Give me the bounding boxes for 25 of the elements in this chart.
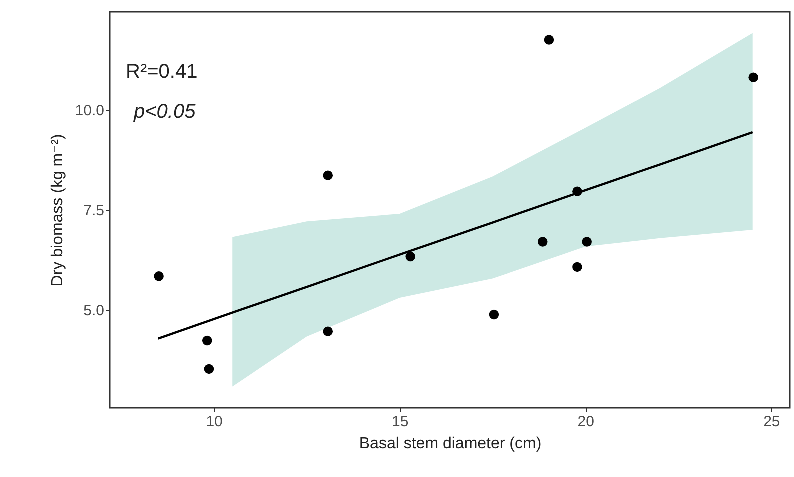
point [323, 326, 333, 336]
point [538, 237, 548, 247]
y-tick-label: 10.0 [75, 102, 104, 120]
x-tick-label: 10 [206, 414, 223, 430]
annotation: p<0.05 [133, 101, 197, 123]
y-tick-label: 5.0 [84, 302, 104, 320]
point [748, 72, 758, 82]
x-tick-label: 15 [392, 414, 409, 430]
point [582, 237, 592, 247]
point [154, 272, 164, 282]
point [544, 35, 554, 45]
point [572, 186, 582, 196]
point [204, 364, 214, 374]
x-tick-label: 20 [578, 414, 594, 430]
y-axis-title: Dry biomass (kg m⁻²) [49, 134, 66, 287]
point [406, 252, 416, 262]
y-tick-label: 7.5 [84, 202, 104, 220]
point [572, 262, 582, 272]
line-series [157, 131, 754, 340]
x-tick-label: 25 [764, 414, 780, 430]
point [323, 170, 333, 180]
point [489, 310, 500, 320]
annotation: R²=0.41 [126, 61, 198, 83]
point [202, 336, 212, 346]
x-axis-title: Basal stem diameter (cm) [359, 436, 542, 452]
